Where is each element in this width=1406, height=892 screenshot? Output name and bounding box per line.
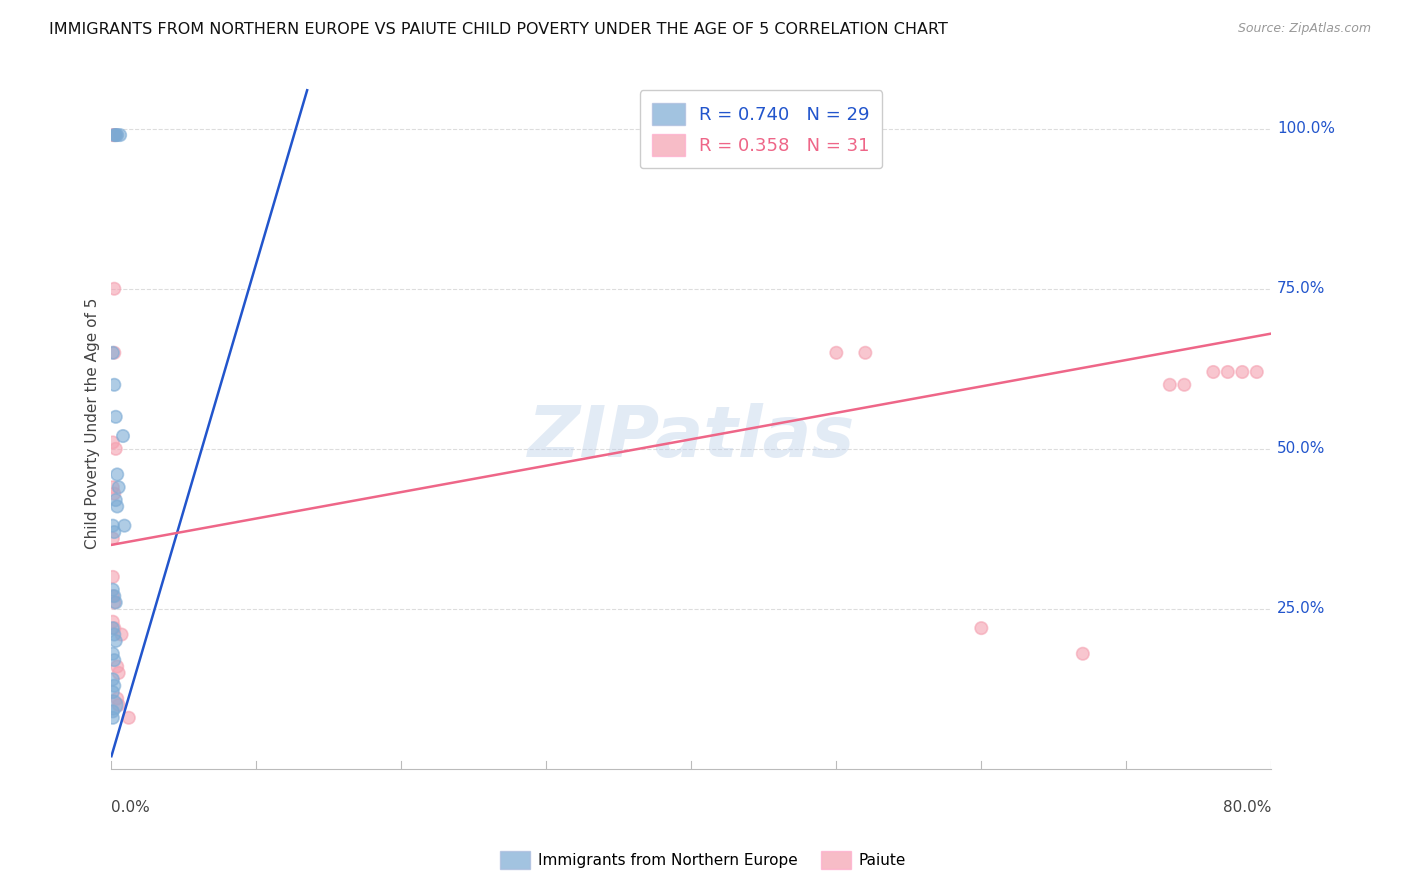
Point xyxy=(101,532,124,546)
Text: 50.0%: 50.0% xyxy=(1277,442,1326,457)
Point xyxy=(103,128,125,142)
Point xyxy=(101,345,124,359)
Point xyxy=(103,377,125,392)
Text: IMMIGRANTS FROM NORTHERN EUROPE VS PAIUTE CHILD POVERTY UNDER THE AGE OF 5 CORRE: IMMIGRANTS FROM NORTHERN EUROPE VS PAIUT… xyxy=(49,22,948,37)
Point xyxy=(103,595,125,609)
Point xyxy=(104,442,127,456)
Point xyxy=(104,493,127,508)
Legend: Immigrants from Northern Europe, Paiute: Immigrants from Northern Europe, Paiute xyxy=(494,845,912,875)
Point xyxy=(105,467,128,482)
Point xyxy=(103,345,125,359)
Point xyxy=(101,589,124,603)
Point xyxy=(104,128,127,142)
Point xyxy=(110,627,132,641)
Point xyxy=(101,480,124,494)
Point xyxy=(1202,365,1225,379)
Point xyxy=(101,128,124,142)
Point xyxy=(107,698,129,712)
Point xyxy=(104,409,127,424)
Point xyxy=(103,653,125,667)
Point xyxy=(101,518,124,533)
Point xyxy=(108,128,131,142)
Y-axis label: Child Poverty Under the Age of 5: Child Poverty Under the Age of 5 xyxy=(86,298,100,549)
Point xyxy=(103,621,125,635)
Point xyxy=(103,282,125,296)
Point xyxy=(107,665,129,680)
Point xyxy=(825,345,848,359)
Legend: R = 0.740   N = 29, R = 0.358   N = 31: R = 0.740 N = 29, R = 0.358 N = 31 xyxy=(640,90,883,169)
Point xyxy=(105,128,128,142)
Point xyxy=(101,615,124,629)
Point xyxy=(101,698,124,712)
Point xyxy=(1071,647,1094,661)
Point xyxy=(1232,365,1254,379)
Point xyxy=(101,582,124,597)
Point xyxy=(103,589,125,603)
Text: 75.0%: 75.0% xyxy=(1277,281,1326,296)
Text: 80.0%: 80.0% xyxy=(1223,799,1271,814)
Point xyxy=(114,518,136,533)
Text: ZIPatlas: ZIPatlas xyxy=(527,402,855,472)
Text: 100.0%: 100.0% xyxy=(1277,121,1336,136)
Text: Source: ZipAtlas.com: Source: ZipAtlas.com xyxy=(1237,22,1371,36)
Point xyxy=(104,128,127,142)
Point xyxy=(103,486,125,500)
Point xyxy=(111,429,134,443)
Point xyxy=(101,711,124,725)
Point xyxy=(101,570,124,584)
Text: 0.0%: 0.0% xyxy=(111,799,150,814)
Point xyxy=(101,685,124,699)
Point xyxy=(101,647,124,661)
Point xyxy=(118,711,141,725)
Point xyxy=(101,621,124,635)
Point xyxy=(101,705,124,719)
Text: 25.0%: 25.0% xyxy=(1277,601,1326,616)
Point xyxy=(970,621,993,635)
Point xyxy=(101,673,124,687)
Point xyxy=(1173,377,1195,392)
Point xyxy=(103,627,125,641)
Point xyxy=(105,691,128,706)
Point xyxy=(103,128,125,142)
Point xyxy=(104,595,127,609)
Point xyxy=(853,345,876,359)
Point xyxy=(105,659,128,673)
Point xyxy=(105,500,128,514)
Point xyxy=(103,679,125,693)
Point xyxy=(1246,365,1268,379)
Point xyxy=(104,634,127,648)
Point xyxy=(103,525,125,540)
Point xyxy=(1216,365,1239,379)
Point xyxy=(1159,377,1181,392)
Point xyxy=(107,480,129,494)
Point xyxy=(101,435,124,450)
